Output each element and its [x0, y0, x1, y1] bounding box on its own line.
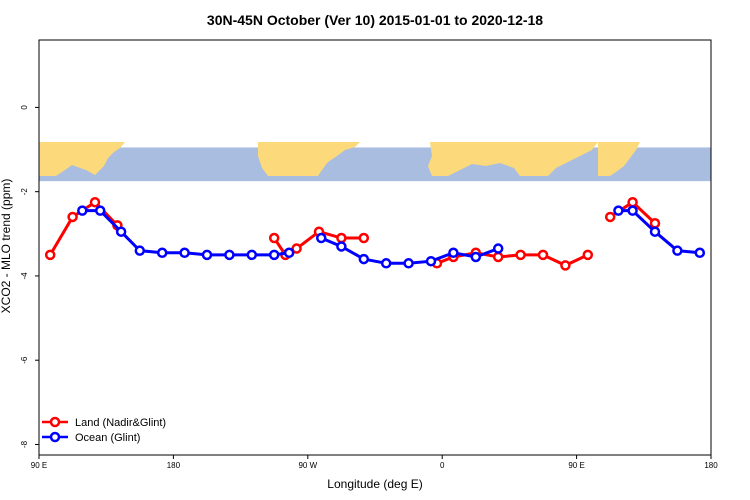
data-point — [515, 249, 526, 261]
x-tick-label: 90 E — [31, 461, 47, 470]
map-land-eurasia-middle — [428, 142, 598, 176]
data-point — [44, 249, 56, 261]
y-tick-label: -8 — [20, 440, 29, 448]
data-point — [358, 253, 370, 265]
y-tick-label: -4 — [20, 272, 29, 280]
x-tick-label: 0 — [440, 461, 445, 470]
data-point — [201, 249, 213, 261]
legend-label-ocean: Ocean (Glint) — [75, 432, 140, 444]
map-land-asia-right — [598, 142, 640, 176]
map-land — [39, 142, 640, 176]
data-point — [77, 205, 88, 216]
data-point — [694, 247, 706, 259]
y-tick-label: 0 — [20, 105, 29, 110]
data-point — [179, 247, 190, 259]
data-point — [94, 205, 106, 216]
x-tick-label: 180 — [167, 461, 181, 470]
data-point — [268, 249, 280, 261]
data-point — [613, 205, 624, 216]
data-point — [649, 226, 661, 237]
data-point — [537, 249, 549, 261]
x-tick-label: 90 E — [568, 461, 584, 470]
legend-item-ocean: Ocean (Glint) — [42, 431, 140, 444]
data-point — [156, 247, 168, 259]
data-point — [492, 243, 504, 254]
data-point — [115, 226, 127, 237]
x-tick-label: 180 — [704, 461, 718, 470]
data-point — [336, 241, 347, 252]
map-land-asia-left — [39, 142, 125, 176]
data-point — [492, 251, 504, 263]
series-land — [44, 196, 661, 271]
data-point — [448, 247, 459, 259]
data-point — [134, 245, 146, 256]
y-tick-label: -6 — [20, 356, 29, 364]
data-point — [291, 243, 302, 254]
data-point — [336, 232, 347, 244]
x-axis: 90 E 180 90 W 0 90 E 180 — [31, 455, 718, 470]
data-point — [604, 211, 616, 223]
data-point — [560, 260, 571, 271]
data-point — [672, 245, 683, 256]
data-point — [470, 251, 482, 263]
data-point — [315, 232, 327, 244]
data-point — [627, 205, 638, 216]
plot-frame — [38, 39, 712, 456]
x-tick-label: 90 W — [298, 461, 317, 470]
legend-marker-ocean — [49, 431, 61, 443]
data-point — [649, 218, 661, 229]
data-point — [246, 249, 258, 261]
legend-item-land: Land (Nadir&Glint) — [42, 416, 166, 429]
x-axis-label: Longitude (deg E) — [327, 477, 422, 491]
y-tick-label: -2 — [20, 188, 29, 196]
data-point — [582, 249, 594, 261]
y-axis-label: XCO2 - MLO trend (ppm) — [0, 179, 13, 314]
world-map-band — [39, 142, 711, 182]
legend-marker-land — [49, 416, 61, 428]
series-ocean — [77, 205, 706, 269]
data-point — [283, 247, 295, 259]
legend-label-land: Land (Nadir&Glint) — [75, 417, 166, 429]
data-point — [403, 258, 414, 269]
data-point — [67, 211, 78, 223]
data-point — [358, 232, 370, 244]
data-point — [89, 196, 101, 208]
data-point — [425, 255, 437, 267]
legend: Land (Nadir&Glint) Ocean (Glint) — [42, 416, 166, 444]
data-point — [224, 249, 235, 261]
data-point — [380, 258, 392, 269]
series-layer — [44, 196, 706, 271]
y-axis: 0 -2 -4 -6 -8 — [20, 105, 39, 448]
map-land-north-america — [258, 142, 360, 176]
data-point — [627, 196, 638, 208]
series-line — [295, 230, 364, 250]
chart-title: 30N-45N October (Ver 10) 2015-01-01 to 2… — [207, 12, 543, 28]
data-point — [268, 232, 280, 244]
